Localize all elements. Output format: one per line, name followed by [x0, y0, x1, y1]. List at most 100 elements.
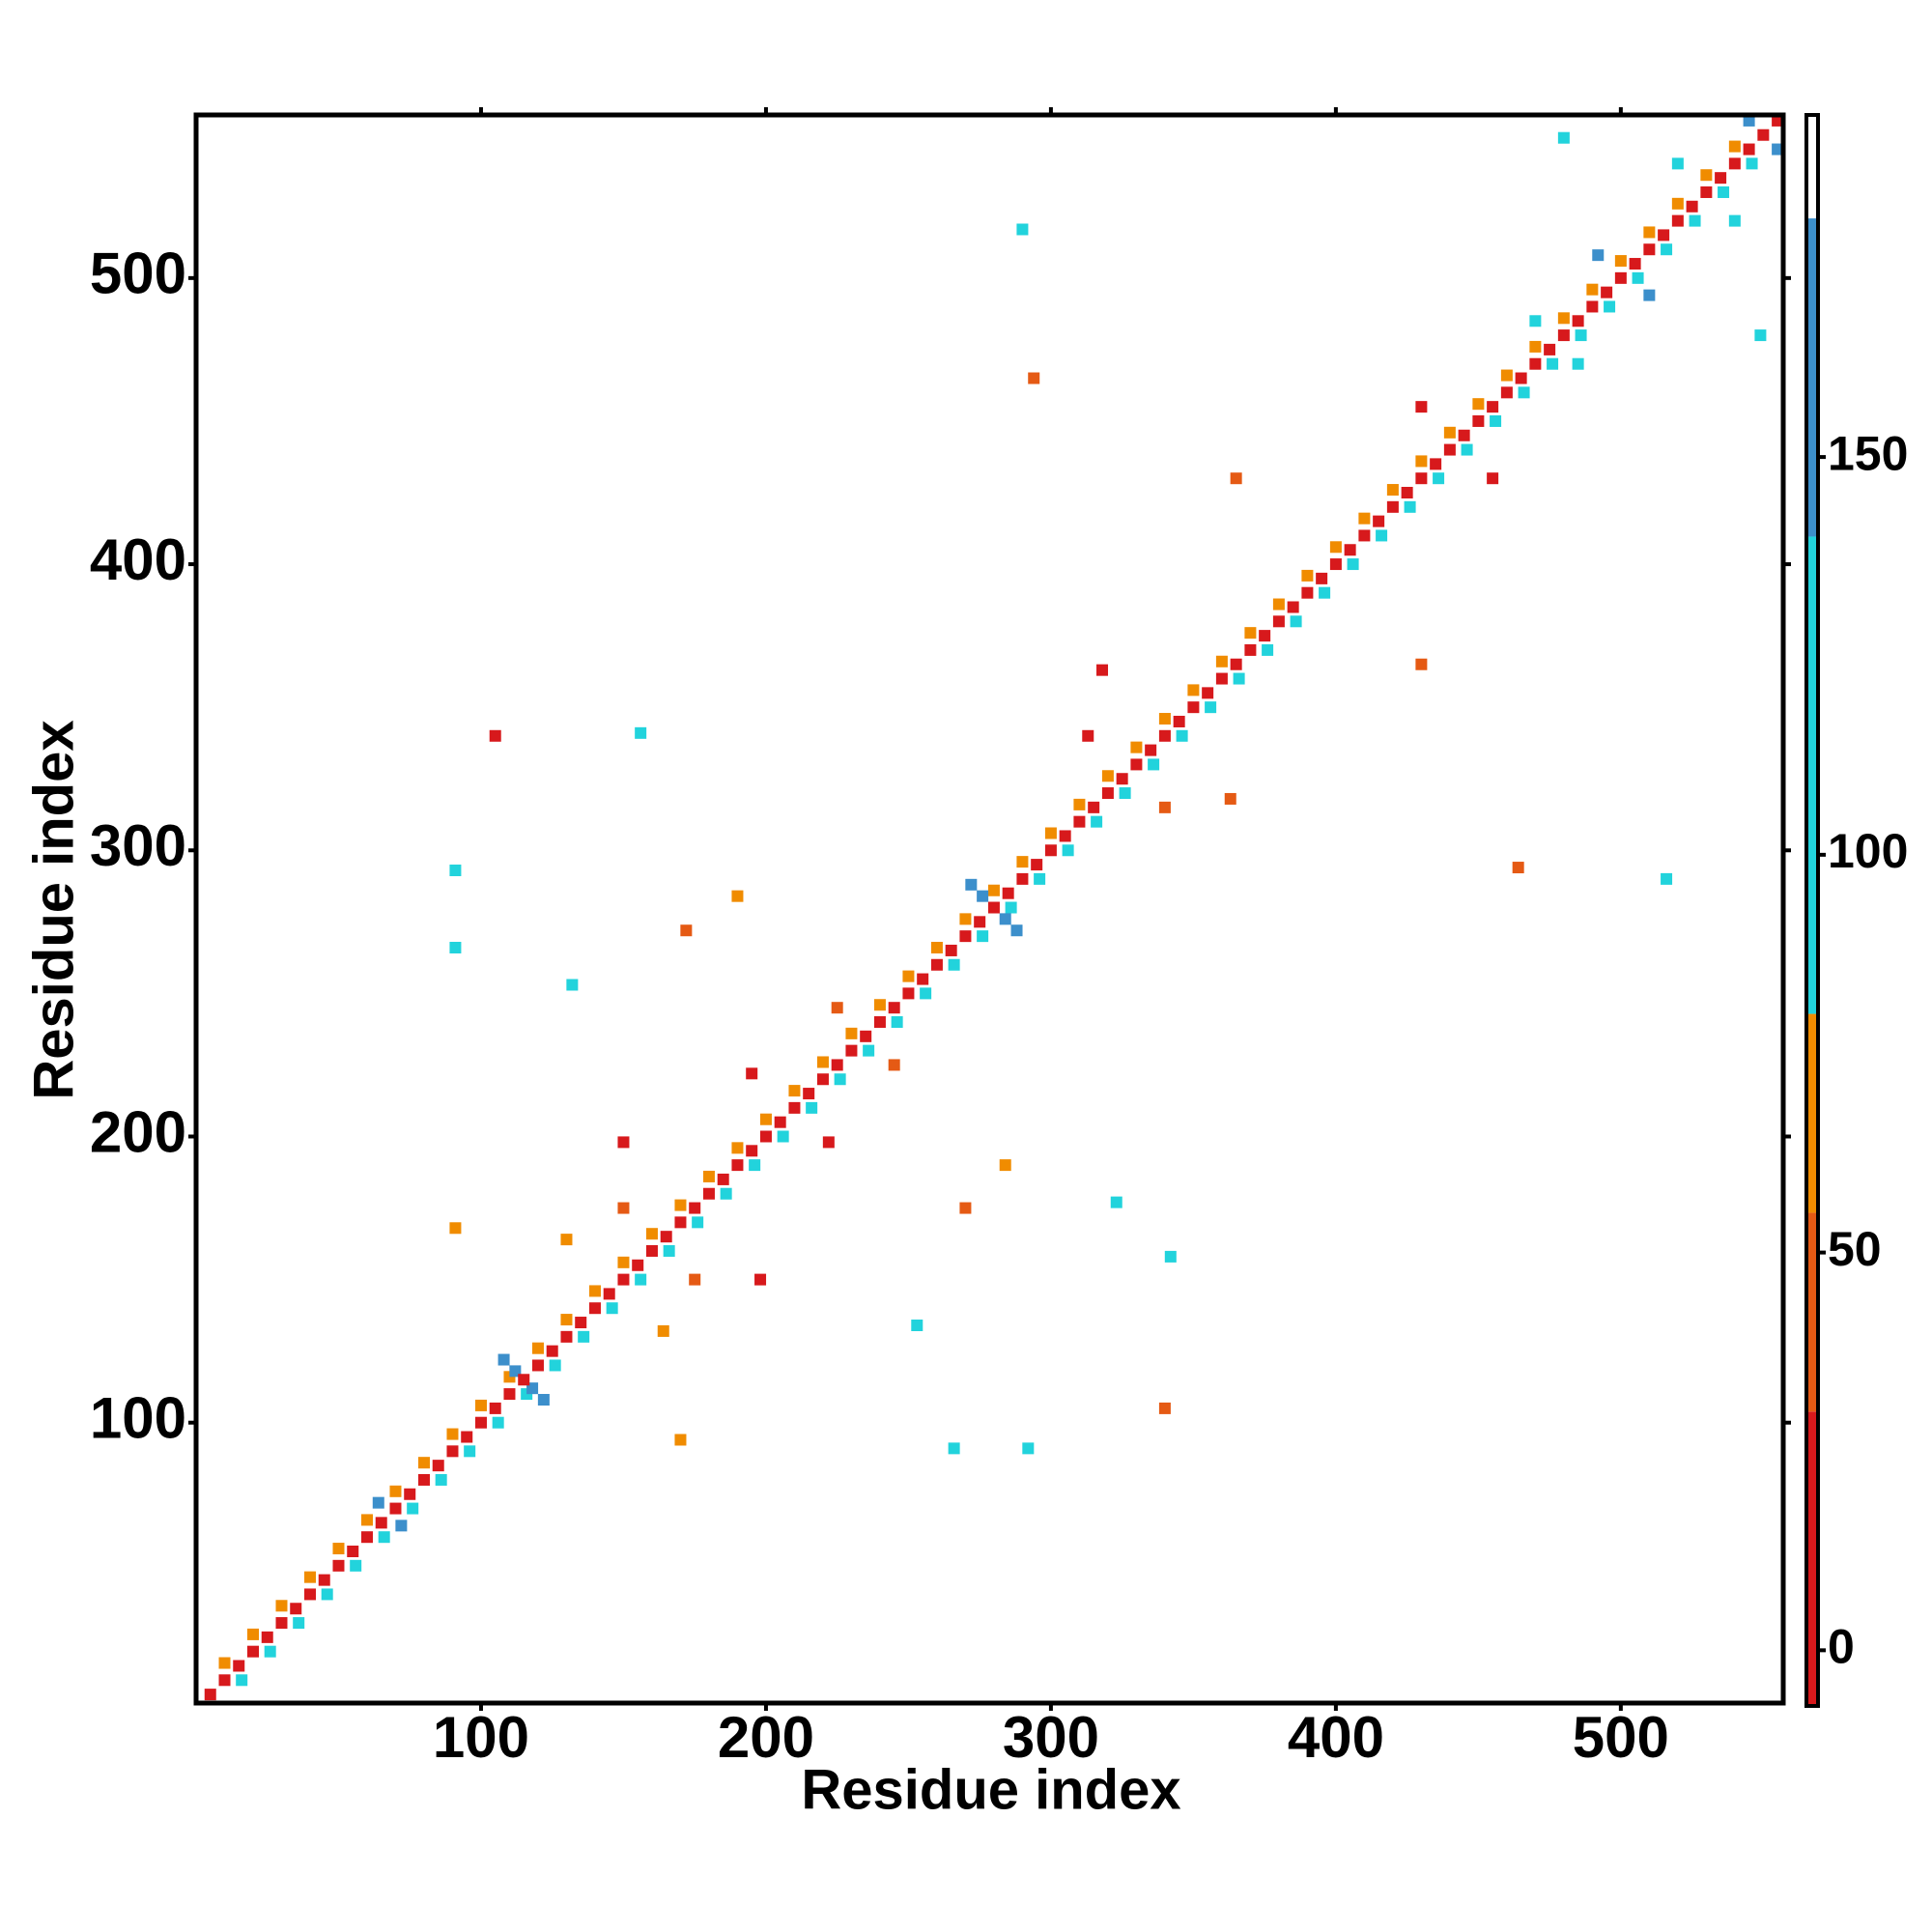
heatmap-cell	[1547, 357, 1559, 370]
heatmap-cell	[873, 999, 886, 1011]
heatmap-cell	[1461, 443, 1473, 456]
heatmap-cell	[1158, 729, 1171, 742]
heatmap-cell	[873, 1016, 886, 1029]
heatmap-cell	[1158, 1402, 1171, 1414]
heatmap-cell	[1718, 185, 1730, 198]
heatmap-cell	[575, 1317, 587, 1329]
heatmap-cell	[218, 1657, 231, 1669]
heatmap-cell	[1686, 200, 1698, 213]
heatmap-cell	[1301, 586, 1314, 599]
colorbar-tick-label: 150	[1828, 426, 1908, 480]
colorbar-segment	[1806, 1411, 1818, 1706]
heatmap-cell	[1073, 815, 1086, 828]
heatmap-cell	[1386, 484, 1399, 497]
heatmap-cell	[549, 1359, 561, 1372]
heatmap-cell	[1643, 243, 1656, 256]
heatmap-cell	[1145, 744, 1157, 756]
heatmap-cell	[1319, 586, 1331, 599]
heatmap-cell	[746, 1067, 758, 1080]
heatmap-cell	[806, 1101, 818, 1114]
heatmap-cell	[1515, 372, 1527, 384]
heatmap-cell	[347, 1546, 359, 1558]
heatmap-cell	[1187, 684, 1200, 696]
heatmap-cell	[566, 979, 579, 991]
heatmap-cell	[1116, 773, 1128, 785]
heatmap-cell	[449, 865, 462, 877]
heatmap-cell	[603, 1288, 615, 1300]
heatmap-cell	[1614, 255, 1627, 268]
heatmap-cell	[1215, 655, 1228, 668]
heatmap-cell	[1472, 398, 1485, 411]
heatmap-cell	[606, 1302, 618, 1315]
heatmap-cell	[692, 1216, 704, 1229]
heatmap-cell	[332, 1559, 345, 1572]
heatmap-cell	[1016, 872, 1029, 885]
heatmap-cell	[1376, 529, 1388, 542]
heatmap-cell	[233, 1660, 245, 1672]
heatmap-cell	[1487, 472, 1499, 485]
heatmap-cell	[1757, 128, 1770, 141]
heatmap-cell	[999, 1159, 1011, 1172]
heatmap-cell	[816, 1056, 829, 1068]
heatmap-cell	[702, 1187, 715, 1200]
heatmap-cell	[777, 1130, 789, 1143]
colorbar-segment	[1806, 1212, 1818, 1412]
heatmap-cell	[999, 913, 1011, 925]
heatmap-cell	[350, 1559, 362, 1572]
heatmap-cell	[689, 1273, 701, 1286]
heatmap-cell	[1487, 401, 1499, 413]
plot-frame	[193, 112, 1786, 1706]
heatmap-cell	[546, 1345, 558, 1357]
heatmap-cell	[236, 1674, 248, 1687]
heatmap-cell	[660, 1231, 672, 1243]
colorbar-segment	[1806, 115, 1818, 219]
heatmap-cell	[987, 901, 1000, 914]
heatmap-cell	[617, 1136, 630, 1149]
heatmap-cell	[360, 1531, 373, 1544]
heatmap-cell	[1082, 729, 1094, 742]
heatmap-cell	[1557, 131, 1570, 144]
heatmap-cell	[674, 1199, 687, 1211]
heatmap-cell	[1772, 115, 1783, 127]
y-axis-label: Residue index	[22, 720, 85, 1099]
heatmap-cell	[321, 1588, 333, 1601]
heatmap-cell	[389, 1502, 402, 1515]
heatmap-cell	[372, 1496, 384, 1509]
colorbar-tick-label: 50	[1828, 1222, 1882, 1276]
heatmap-cell	[1287, 601, 1299, 613]
heatmap-cell	[1458, 429, 1470, 441]
heatmap-cell	[974, 916, 986, 928]
heatmap-cell	[1373, 515, 1385, 527]
heatmap-cell	[902, 970, 915, 982]
heatmap-cell	[1661, 872, 1673, 885]
heatmap-cell	[1728, 157, 1741, 170]
heatmap-cell	[645, 1244, 658, 1257]
heatmap-cells	[204, 115, 1783, 1701]
heatmap-cell	[1512, 862, 1524, 874]
heatmap-cell	[1575, 329, 1587, 342]
colorbar-frame	[1804, 113, 1820, 1708]
heatmap-cell	[1215, 672, 1228, 685]
heatmap-cell	[635, 726, 647, 739]
heatmap-cell	[474, 1416, 487, 1429]
colorbar-tick-label: 0	[1828, 1620, 1855, 1674]
heatmap-cell	[965, 878, 978, 891]
heatmap-cell	[531, 1342, 544, 1354]
heatmap-cell	[1044, 827, 1057, 839]
heatmap-cell	[754, 1273, 767, 1286]
heatmap-cell	[531, 1359, 544, 1372]
heatmap-cell	[845, 1044, 858, 1057]
heatmap-cell	[1316, 572, 1328, 584]
y-tick-label: 200	[90, 1099, 186, 1164]
x-tick-label: 300	[1003, 1705, 1099, 1770]
heatmap-cell	[1658, 229, 1670, 242]
heatmap-cell	[318, 1574, 330, 1586]
heatmap-cell	[461, 1431, 473, 1443]
heatmap-cell	[1518, 386, 1530, 399]
heatmap-cell	[1233, 672, 1245, 685]
heatmap-cell	[497, 1353, 510, 1366]
heatmap-cell	[1728, 140, 1741, 153]
heatmap-cell	[435, 1473, 447, 1486]
heatmap-cell	[503, 1388, 516, 1401]
